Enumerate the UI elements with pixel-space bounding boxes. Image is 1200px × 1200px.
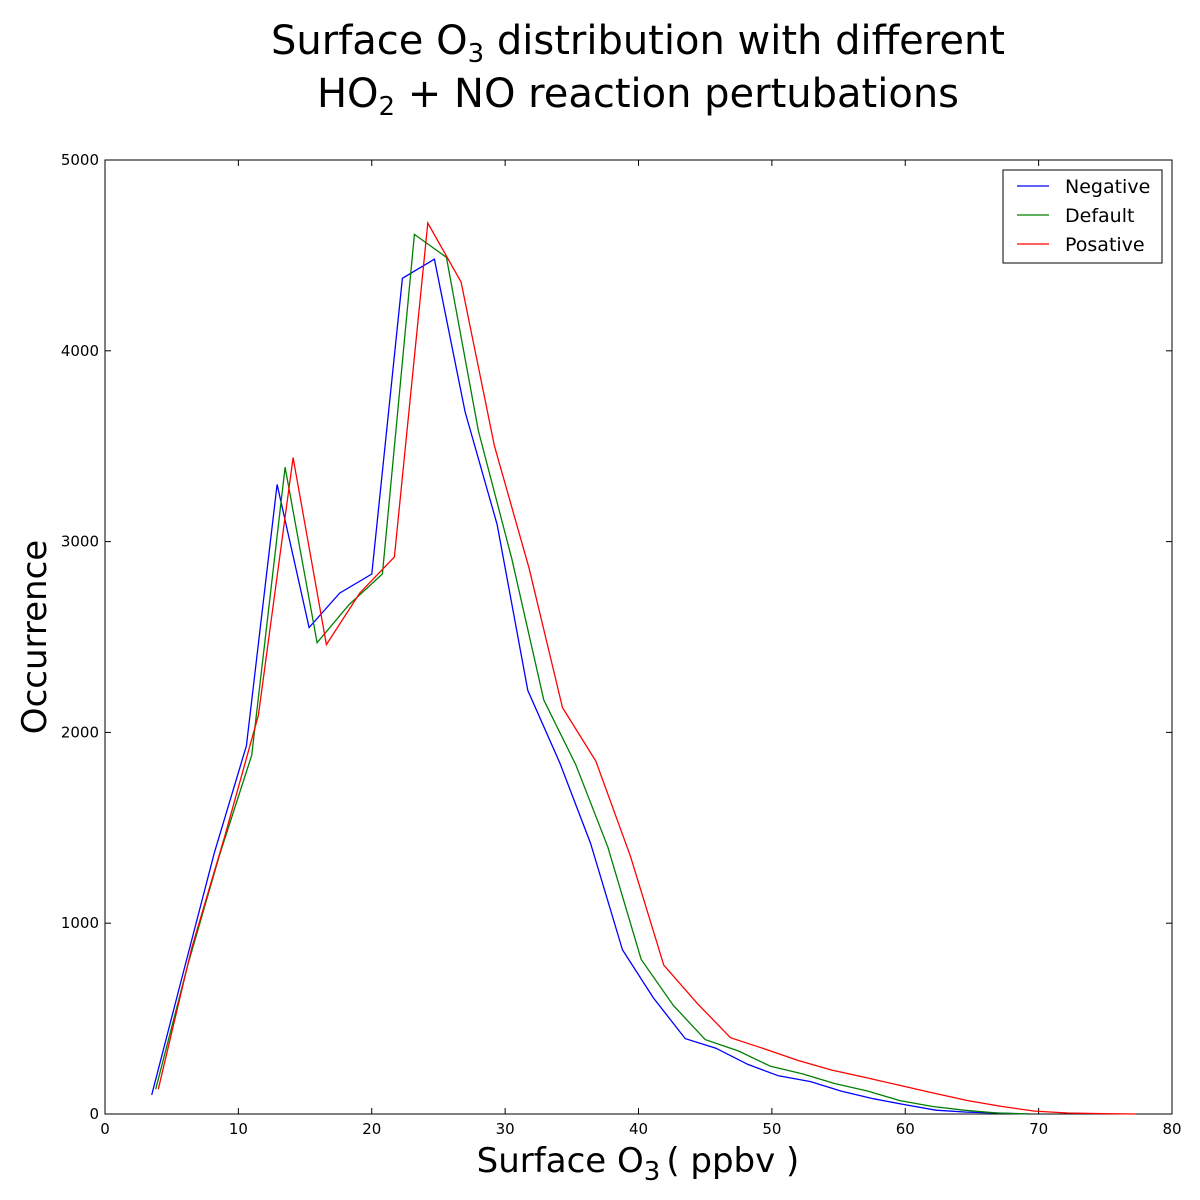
series-line-posative — [157, 220, 1137, 1115]
x-tick-label: 30 — [496, 1120, 515, 1138]
chart-title-line2: HO2 + NO reaction pertubations — [317, 71, 959, 122]
x-tick-label: 0 — [100, 1120, 110, 1138]
x-tick-label: 60 — [896, 1120, 915, 1138]
x-tick-labels: 0 10 20 30 40 50 60 70 80 — [100, 1120, 1181, 1138]
x-tick-label: 40 — [629, 1120, 648, 1138]
x-tick-label: 20 — [362, 1120, 381, 1138]
x-axis-label: Surface O3( ppbv ) — [477, 1141, 800, 1187]
y-tick-label: 3000 — [61, 533, 99, 551]
x-tick-label: 10 — [229, 1120, 248, 1138]
y-tick-label: 0 — [89, 1105, 99, 1123]
y-tick-labels: 0 1000 2000 3000 4000 5000 — [61, 151, 99, 1123]
y-tick-label: 1000 — [61, 914, 99, 932]
series-line-default — [155, 233, 1030, 1115]
y-tick-label: 5000 — [61, 151, 99, 169]
chart-title-line1: Surface O3 distribution with different — [271, 18, 1005, 69]
y-axis-label: Occurrence — [15, 540, 55, 734]
y-tick-label: 2000 — [61, 723, 99, 741]
x-tick-label: 70 — [1029, 1120, 1048, 1138]
legend-label-negative: Negative — [1065, 176, 1150, 198]
x-tick-label: 80 — [1162, 1120, 1181, 1138]
legend-label-posative: Posative — [1065, 234, 1145, 256]
axis-ticks — [104, 159, 1173, 1115]
legend-label-default: Default — [1065, 205, 1134, 227]
legend: Negative Default Posative — [1002, 169, 1163, 264]
series-line-negative — [151, 258, 1030, 1115]
series-lines — [151, 220, 1137, 1115]
y-tick-label: 4000 — [61, 342, 99, 360]
x-tick-label: 50 — [762, 1120, 781, 1138]
